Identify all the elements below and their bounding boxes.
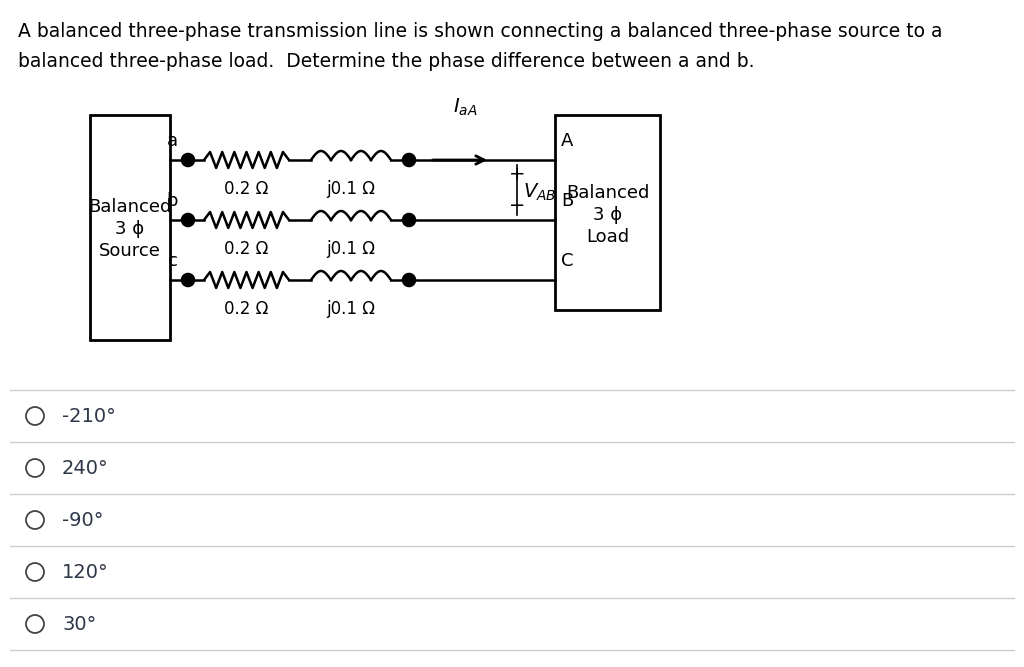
Text: −: −	[509, 197, 525, 215]
Text: j0.1 Ω: j0.1 Ω	[327, 240, 376, 258]
Text: A balanced three-phase transmission line is shown connecting a balanced three-ph: A balanced three-phase transmission line…	[18, 22, 942, 41]
Text: 0.2 Ω: 0.2 Ω	[224, 300, 268, 318]
Circle shape	[182, 214, 194, 226]
Text: -90°: -90°	[62, 510, 103, 530]
Text: C: C	[561, 252, 573, 270]
Circle shape	[182, 274, 194, 286]
Text: j0.1 Ω: j0.1 Ω	[327, 300, 376, 318]
Text: 0.2 Ω: 0.2 Ω	[224, 180, 268, 198]
Text: Load: Load	[586, 227, 629, 245]
Bar	[555, 115, 660, 310]
Text: j0.1 Ω: j0.1 Ω	[327, 180, 376, 198]
Text: 240°: 240°	[62, 458, 109, 478]
Text: $V_{AB}$: $V_{AB}$	[523, 181, 556, 203]
Circle shape	[182, 154, 194, 166]
Text: +: +	[509, 165, 525, 183]
Text: -210°: -210°	[62, 406, 116, 426]
Circle shape	[403, 274, 415, 286]
Text: Balanced: Balanced	[566, 183, 649, 201]
Text: a: a	[167, 132, 178, 150]
Text: b: b	[167, 192, 178, 210]
Circle shape	[403, 214, 415, 226]
Text: 120°: 120°	[62, 562, 109, 582]
Text: Source: Source	[99, 243, 161, 261]
Text: 3 ϕ: 3 ϕ	[593, 205, 622, 223]
Text: B: B	[561, 192, 573, 210]
Bar	[90, 115, 170, 340]
Text: 30°: 30°	[62, 614, 96, 634]
Text: 0.2 Ω: 0.2 Ω	[224, 240, 268, 258]
Text: c: c	[168, 252, 178, 270]
Text: balanced three-phase load.  Determine the phase difference between a and b.: balanced three-phase load. Determine the…	[18, 52, 755, 71]
Text: 3 ϕ: 3 ϕ	[116, 221, 144, 239]
Text: $\mathit{I}_{aA}$: $\mathit{I}_{aA}$	[453, 97, 477, 118]
Text: A: A	[561, 132, 573, 150]
Circle shape	[403, 154, 415, 166]
Text: Balanced: Balanced	[88, 199, 172, 217]
